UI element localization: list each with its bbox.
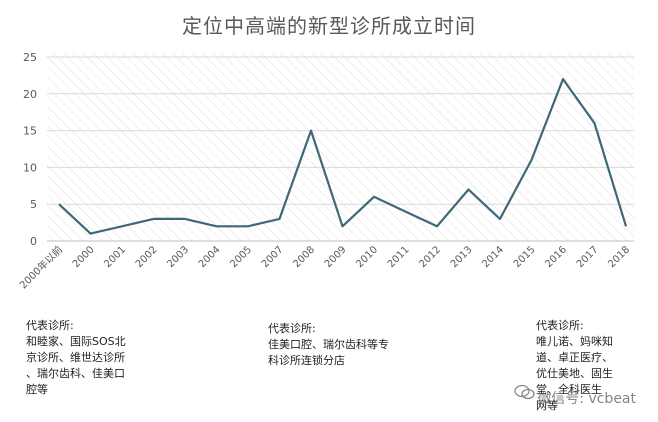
x-tick-label: 2011 bbox=[386, 244, 412, 270]
x-tick-label: 2010 bbox=[354, 244, 380, 270]
x-tick-label: 2003 bbox=[165, 244, 191, 270]
x-tick-label: 2000 bbox=[71, 244, 97, 270]
x-tick-label: 2002 bbox=[134, 244, 160, 270]
x-tick-label: 2008 bbox=[291, 244, 317, 270]
x-tick-label: 2013 bbox=[449, 244, 475, 270]
watermark: 微信号: vcbeat bbox=[537, 391, 636, 407]
y-tick-label: 0 bbox=[30, 235, 37, 248]
annotation-line: 京诊所、维世达诊所 bbox=[26, 351, 125, 364]
y-tick-label: 20 bbox=[23, 88, 37, 101]
x-tick-label: 2014 bbox=[480, 244, 506, 270]
annotation-line: 代表诊所: bbox=[536, 319, 584, 332]
annotation-line: 、瑞尔齿科、佳美口 bbox=[26, 367, 125, 380]
annotation-line: 代表诊所: bbox=[26, 319, 74, 332]
annotation-line: 优仕美地、固生 bbox=[536, 367, 613, 380]
y-tick-label: 15 bbox=[23, 125, 37, 138]
x-tick-label: 2004 bbox=[197, 244, 223, 270]
x-tick-label: 2016 bbox=[543, 244, 569, 270]
annotation-line: 道、卓正医疗、 bbox=[536, 351, 613, 364]
annotation-line: 佳美口腔、瑞尔齿科等专 bbox=[268, 338, 389, 351]
y-tick-label: 10 bbox=[23, 161, 37, 174]
annotation-line: 科诊所连锁分店 bbox=[268, 354, 345, 367]
annotation-line: 和睦家、国际SOS北 bbox=[26, 335, 126, 348]
x-tick-label: 2005 bbox=[228, 244, 254, 270]
x-tick-label: 2017 bbox=[575, 244, 601, 270]
x-tick-label: 2018 bbox=[606, 244, 632, 270]
x-tick-label: 2001 bbox=[102, 244, 128, 270]
wechat-icon bbox=[514, 384, 535, 400]
annotation-2: 代表诊所: 佳美口腔、瑞尔齿科等专 科诊所连锁分店 bbox=[268, 321, 389, 369]
annotation-line: 唯儿诺、妈咪知 bbox=[536, 335, 613, 348]
x-tick-label: 2009 bbox=[323, 244, 349, 270]
plot-area bbox=[47, 53, 634, 241]
annotation-line: 腔等 bbox=[26, 383, 48, 396]
annotation-3: 代表诊所: 唯儿诺、妈咪知 道、卓正医疗、 优仕美地、固生 堂、全科医生 网等 bbox=[536, 318, 613, 414]
x-tick-label: 2012 bbox=[417, 244, 443, 270]
series-line bbox=[58, 78, 628, 235]
x-tick-label: 2000年以前 bbox=[17, 243, 65, 291]
x-tick-label: 2007 bbox=[260, 244, 286, 270]
y-tick-label: 5 bbox=[30, 198, 37, 211]
annotation-1: 代表诊所: 和睦家、国际SOS北 京诊所、维世达诊所 、瑞尔齿科、佳美口 腔等 bbox=[26, 318, 126, 398]
annotation-line: 网等 bbox=[536, 399, 558, 412]
y-tick-label: 25 bbox=[23, 51, 37, 64]
chart-title: 定位中高端的新型诊所成立时间 bbox=[182, 14, 476, 38]
annotation-line: 代表诊所: bbox=[268, 322, 316, 335]
annotation-line: 堂、全科医生 bbox=[536, 383, 602, 396]
x-tick-label: 2015 bbox=[512, 244, 538, 270]
